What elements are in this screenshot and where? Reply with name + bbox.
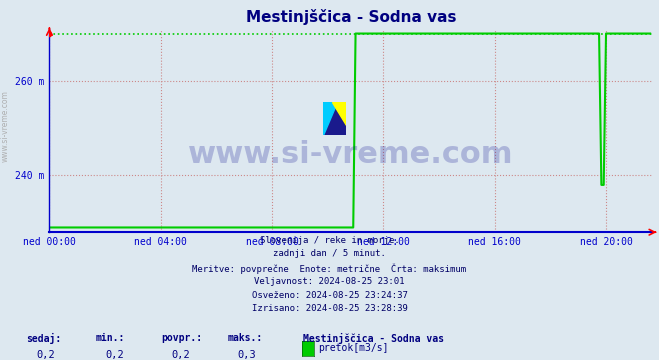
Text: sedaj:: sedaj: [26,333,61,344]
Text: www.si-vreme.com: www.si-vreme.com [1,90,10,162]
Text: 0,3: 0,3 [237,350,256,360]
Text: Meritve: povprečne  Enote: metrične  Črta: maksimum: Meritve: povprečne Enote: metrične Črta:… [192,263,467,274]
Text: povpr.:: povpr.: [161,333,202,343]
Polygon shape [323,102,337,135]
Text: maks.:: maks.: [227,333,262,343]
Text: zadnji dan / 5 minut.: zadnji dan / 5 minut. [273,249,386,258]
Text: Izrisano: 2024-08-25 23:28:39: Izrisano: 2024-08-25 23:28:39 [252,304,407,313]
Text: 0,2: 0,2 [105,350,124,360]
Text: www.si-vreme.com: www.si-vreme.com [188,140,513,170]
Text: Osveženo: 2024-08-25 23:24:37: Osveženo: 2024-08-25 23:24:37 [252,291,407,300]
Text: pretok[m3/s]: pretok[m3/s] [318,343,389,353]
Text: Veljavnost: 2024-08-25 23:01: Veljavnost: 2024-08-25 23:01 [254,277,405,286]
Text: Slovenija / reke in morje.: Slovenija / reke in morje. [260,236,399,245]
Text: min.:: min.: [96,333,125,343]
Text: Mestinjščica - Sodna vas: Mestinjščica - Sodna vas [303,333,444,344]
Text: 0,2: 0,2 [36,350,55,360]
Text: 0,2: 0,2 [171,350,190,360]
Polygon shape [332,102,346,125]
Title: Mestinjščica - Sodna vas: Mestinjščica - Sodna vas [246,9,456,25]
